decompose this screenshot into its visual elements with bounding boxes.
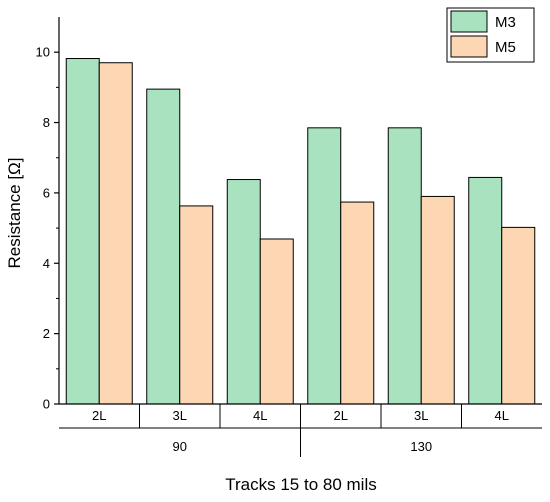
y-tick-label: 2 <box>43 326 50 341</box>
y-tick-label: 0 <box>43 397 50 412</box>
bar-m3-1 <box>146 88 181 405</box>
bar-m3-4 <box>387 127 422 405</box>
legend-label-m3: M3 <box>495 14 516 31</box>
bar-m3-5 <box>468 176 503 405</box>
bar-m5-2 <box>259 238 294 405</box>
bar-m5-4 <box>420 195 455 405</box>
bar-m3-0 <box>65 58 100 405</box>
legend-label-m5: M5 <box>495 39 516 56</box>
x-category-label: 4L <box>495 408 509 423</box>
labels-layer: 0 2 4 6 8 10 2L 3L 4L 2L 3L 4L 90 130 <box>36 45 509 454</box>
legend-swatch-m3 <box>450 10 488 33</box>
x-axis-title: Tracks 15 to 80 mils <box>225 475 376 494</box>
bar-m5-1 <box>179 205 214 405</box>
y-axis-title: Resistance [Ω] <box>5 158 24 269</box>
bar-m3-3 <box>307 127 342 405</box>
x-category-label: 3L <box>173 408 187 423</box>
y-tick-label: 10 <box>36 45 50 60</box>
y-tick-label: 6 <box>43 185 50 200</box>
x-category-label: 2L <box>92 408 106 423</box>
x-category-label: 3L <box>414 408 428 423</box>
x-group-label: 90 <box>173 439 187 454</box>
bar-m5-0 <box>98 62 133 405</box>
x-category-label: 4L <box>253 408 267 423</box>
y-tick-label: 8 <box>43 115 50 130</box>
x-group-label: 130 <box>410 439 432 454</box>
bar-m5-3 <box>340 201 375 405</box>
bar-m5-5 <box>501 226 536 405</box>
axes-layer <box>54 17 542 457</box>
x-category-label: 2L <box>334 408 348 423</box>
bar-m3-2 <box>226 179 261 405</box>
legend-swatch-m5 <box>450 35 488 58</box>
y-tick-label: 4 <box>43 256 50 271</box>
bars-layer <box>65 58 536 405</box>
